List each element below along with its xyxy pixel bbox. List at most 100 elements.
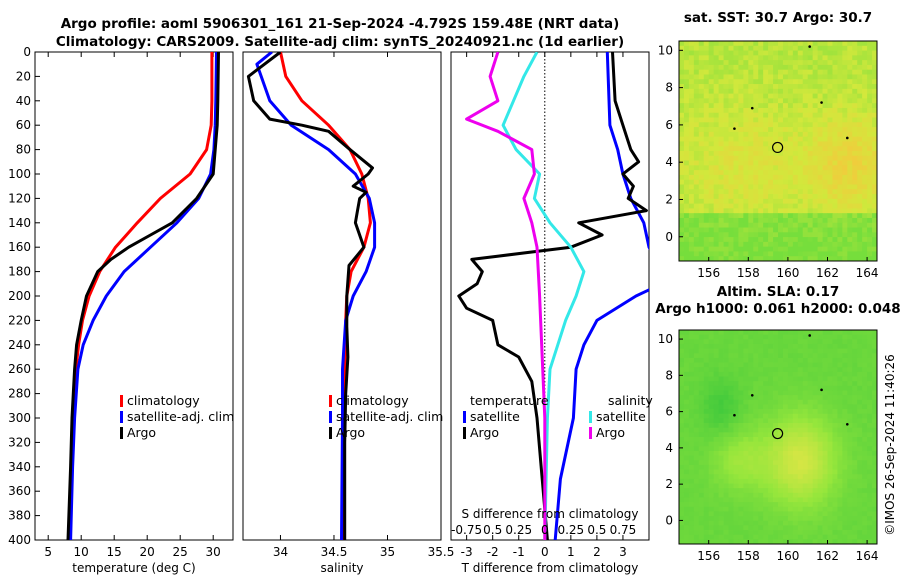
heatmap-cell — [773, 122, 779, 128]
heatmap-cell — [738, 478, 744, 484]
heatmap-cell — [787, 330, 794, 336]
heatmap-cell — [773, 198, 779, 205]
heatmap-cell — [787, 418, 794, 424]
map-x-tick-label: 164 — [856, 266, 879, 280]
heatmap-cell — [698, 502, 705, 508]
heatmap-cell — [807, 390, 814, 396]
heatmap-cell — [847, 179, 853, 185]
heatmap-cell — [738, 437, 744, 443]
heatmap-cell — [812, 404, 818, 410]
heatmap-cell — [852, 189, 858, 195]
heatmap-cell — [728, 203, 734, 209]
heatmap-cell — [743, 404, 749, 410]
heatmap-cell — [792, 339, 799, 345]
heatmap-cell — [782, 222, 789, 228]
heatmap-cell — [768, 539, 774, 545]
heatmap-cell — [862, 50, 868, 56]
heatmap-cell — [792, 64, 799, 71]
heatmap-cell — [867, 395, 873, 401]
heatmap-cell — [802, 460, 809, 466]
heatmap-cell — [797, 460, 804, 466]
heatmap-cell — [817, 446, 823, 452]
heatmap-cell — [763, 460, 769, 466]
heatmap-cell — [857, 506, 863, 512]
heatmap-cell — [723, 390, 729, 396]
heatmap-cell — [857, 497, 863, 503]
heatmap-cell — [743, 502, 749, 508]
heatmap-cell — [778, 455, 784, 461]
heatmap-cell — [842, 60, 848, 66]
heatmap-cell — [708, 155, 715, 161]
heatmap-cell — [817, 437, 823, 443]
heatmap-cell — [847, 450, 853, 457]
heatmap-cell — [708, 93, 715, 99]
heatmap-cell — [693, 367, 700, 373]
heatmap-cell — [817, 418, 823, 424]
heatmap-cell — [857, 256, 863, 262]
heatmap-cell — [822, 497, 828, 503]
heatmap-cell — [847, 432, 853, 438]
heatmap-cell — [778, 423, 784, 429]
heatmap-cell — [708, 74, 715, 80]
heatmap-cell — [867, 492, 873, 498]
heatmap-cell — [852, 427, 858, 433]
heatmap-cell — [758, 409, 764, 415]
heatmap-cell — [817, 174, 823, 181]
heatmap-cell — [797, 251, 804, 257]
heatmap-cell — [797, 131, 804, 138]
heatmap-cell — [743, 170, 749, 176]
heatmap-cell — [842, 520, 848, 526]
heatmap-cell — [688, 160, 695, 166]
heatmap-cell — [763, 409, 769, 415]
heatmap-cell — [703, 98, 710, 104]
heatmap-cell — [683, 357, 690, 363]
heatmap-cell — [842, 98, 848, 104]
heatmap-cell — [867, 74, 873, 80]
heatmap-cell — [688, 395, 695, 401]
heatmap-cell — [683, 441, 690, 447]
heatmap-cell — [837, 84, 843, 90]
heatmap-cell — [827, 170, 833, 176]
heatmap-cell — [827, 474, 833, 480]
heatmap-cell — [683, 530, 690, 536]
heatmap-cell — [807, 404, 814, 410]
heatmap-cell — [743, 194, 749, 200]
heatmap-cell — [728, 525, 734, 531]
heatmap-cell — [718, 446, 724, 452]
heatmap-cell — [782, 122, 789, 128]
heatmap-cell — [857, 432, 863, 438]
heatmap-cell — [768, 146, 774, 152]
heatmap-cell — [679, 241, 685, 248]
heatmap-cell — [817, 241, 823, 248]
heatmap-cell — [812, 179, 818, 185]
heatmap-cell — [847, 334, 853, 340]
heatmap-cell — [773, 339, 779, 345]
heatmap-cell — [832, 103, 838, 109]
heatmap-cell — [842, 136, 848, 142]
heatmap-cell — [847, 198, 853, 205]
heatmap-cell — [837, 437, 843, 443]
heatmap-cell — [753, 237, 759, 243]
heatmap-cell — [827, 117, 833, 123]
heatmap-cell — [847, 155, 853, 161]
heatmap-cell — [797, 353, 804, 359]
heatmap-cell — [768, 251, 774, 257]
heatmap-cell — [782, 390, 789, 396]
heatmap-cell — [852, 98, 858, 104]
heatmap-cell — [837, 79, 843, 85]
heatmap-cell — [693, 232, 700, 238]
heatmap-cell — [718, 141, 724, 147]
heatmap-cell — [703, 483, 710, 489]
heatmap-cell — [723, 69, 729, 75]
heatmap-cell — [698, 112, 705, 118]
heatmap-cell — [812, 141, 818, 147]
heatmap-cell — [773, 55, 779, 61]
heatmap-cell — [683, 194, 690, 200]
heatmap-cell — [738, 241, 744, 248]
heatmap-cell — [862, 237, 868, 243]
heatmap-cell — [723, 184, 729, 190]
heatmap-cell — [847, 208, 853, 214]
heatmap-cell — [693, 122, 700, 128]
heatmap-cell — [797, 64, 804, 71]
